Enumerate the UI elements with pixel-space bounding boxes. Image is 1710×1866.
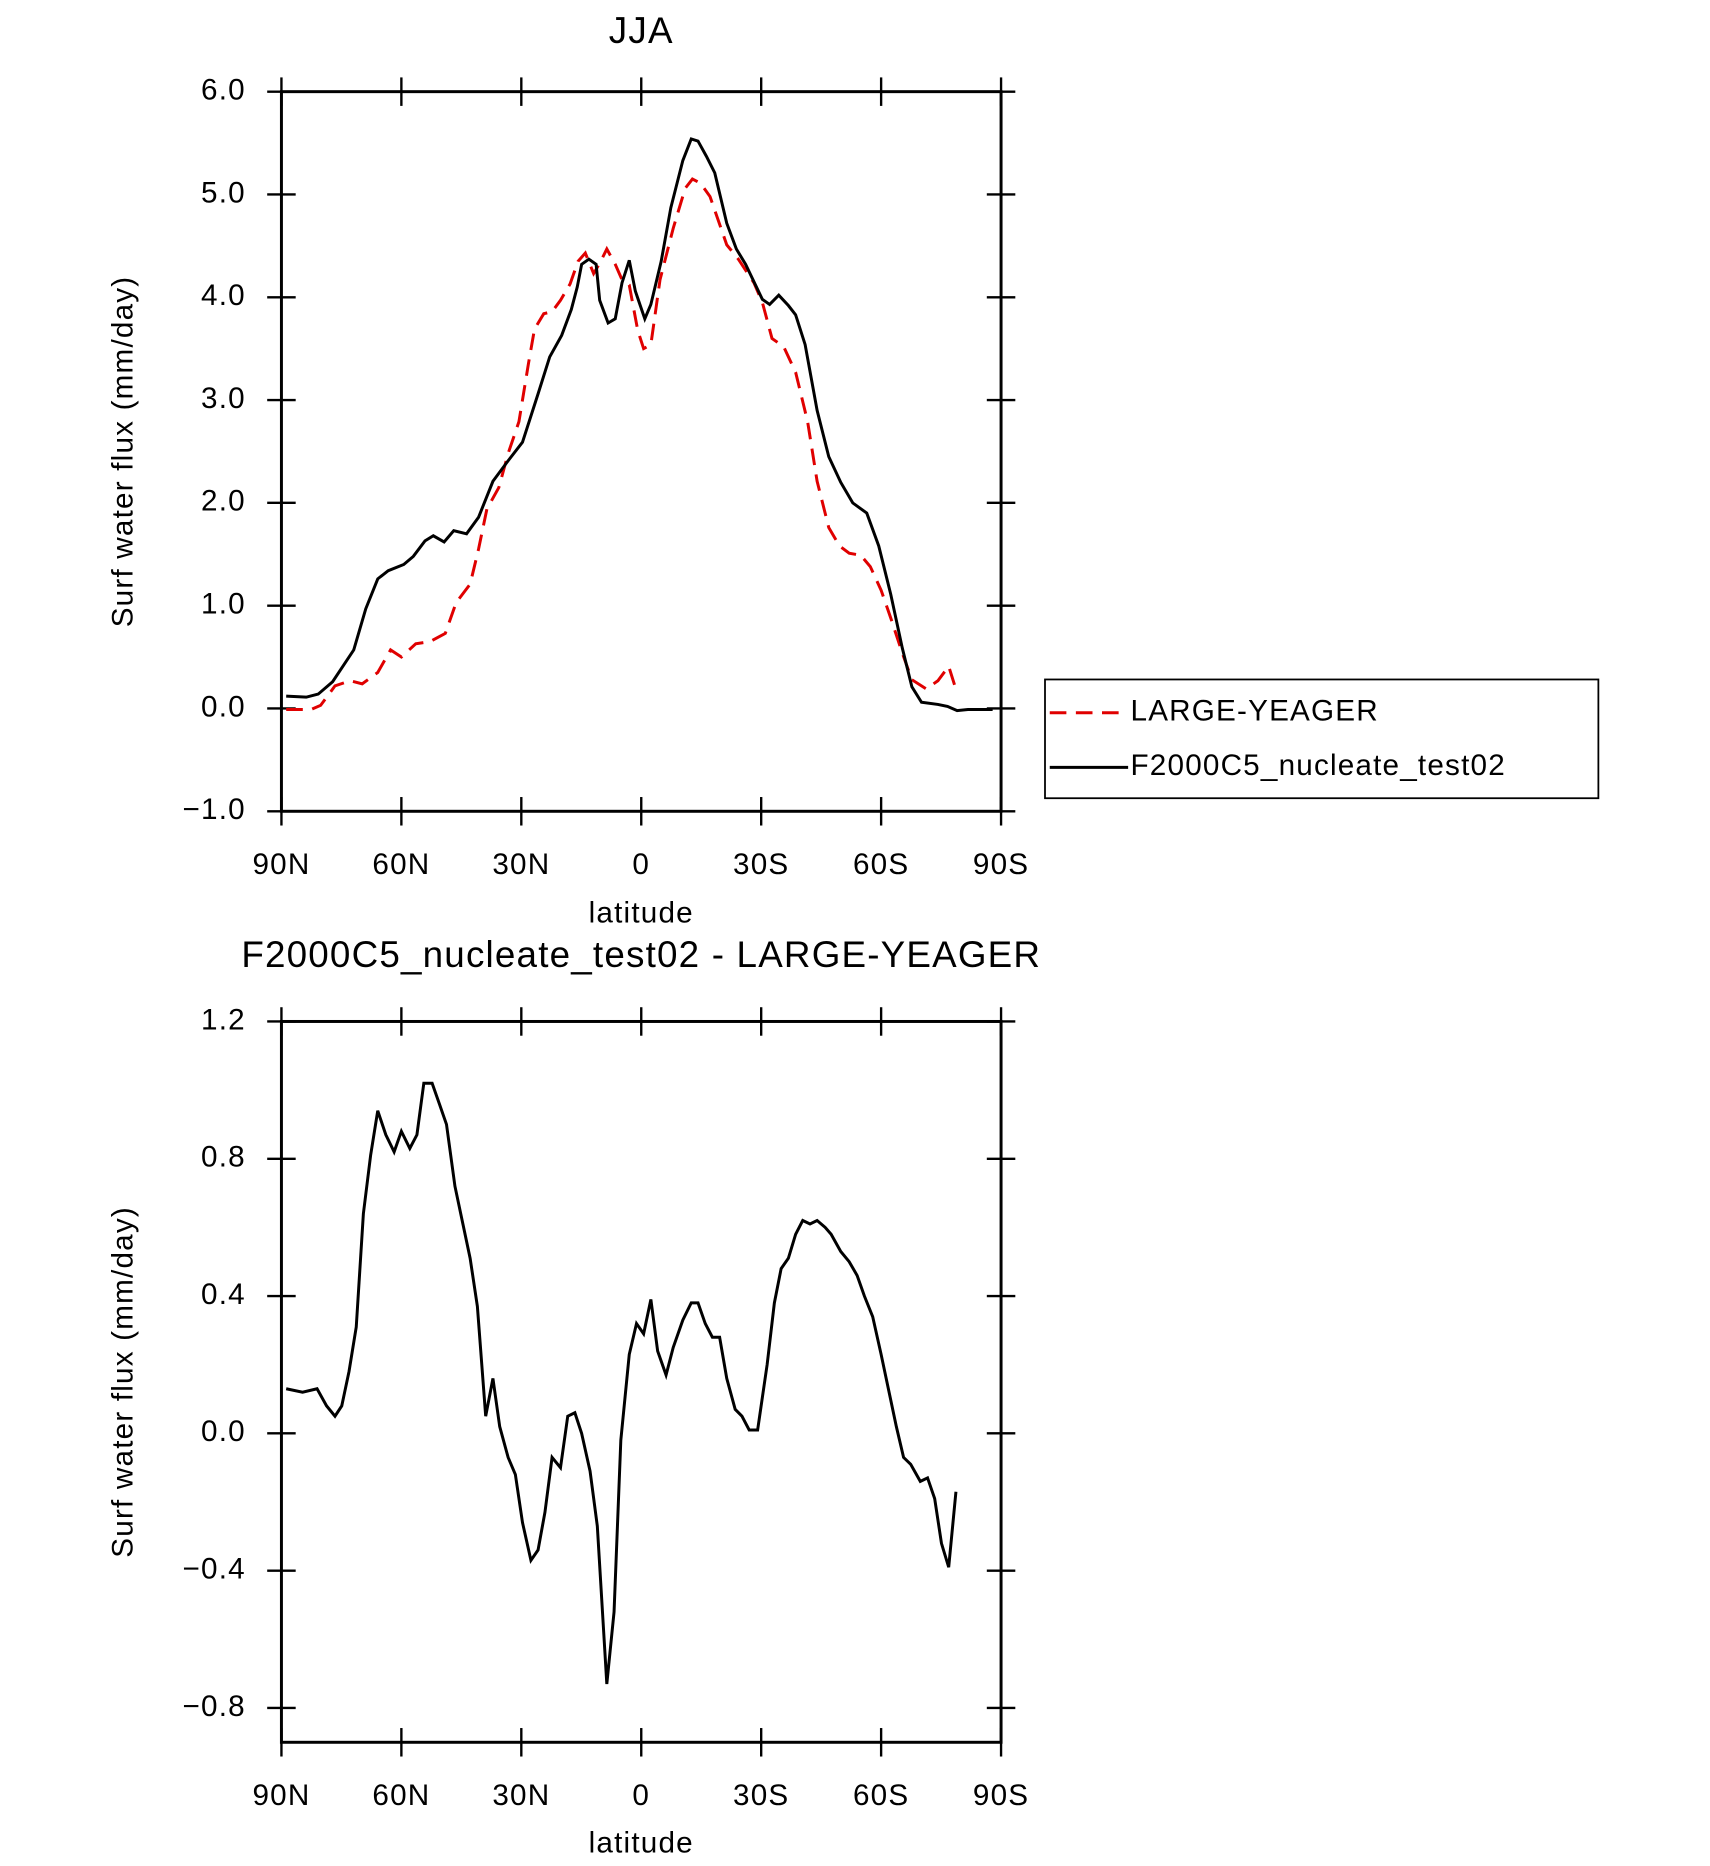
x-tick-label: 60N [372, 1779, 430, 1812]
legend-box [1044, 678, 1600, 800]
y-tick-label: 3.0 [201, 382, 246, 415]
x-tick-label: 90N [252, 1779, 310, 1812]
y-tick-label: 5.0 [201, 176, 246, 209]
plot-frame [279, 90, 1003, 813]
data-line [286, 177, 959, 711]
y-tick-label: 0.4 [201, 1278, 246, 1311]
x-tick-label: 0 [632, 848, 650, 881]
y-tick-label: 0.0 [201, 1415, 246, 1448]
y-tick-label: 0.0 [201, 690, 246, 723]
chart-title: JJA [609, 10, 674, 51]
y-tick-label: −1.0 [182, 793, 245, 826]
x-tick-label: 90S [973, 848, 1029, 881]
x-axis-label: latitude [589, 1826, 694, 1859]
y-tick-label: 6.0 [201, 74, 246, 107]
x-tick-label: 0 [632, 1779, 650, 1812]
y-tick-label: 0.8 [201, 1141, 246, 1174]
x-tick-label: 90S [973, 1779, 1029, 1812]
y-tick-label: 2.0 [201, 485, 246, 518]
y-tick-label: 1.0 [201, 588, 246, 621]
y-axis-label: Surf water flux (mm/day) [107, 1206, 140, 1558]
data-line [285, 1081, 958, 1685]
x-tick-label: 30S [733, 1779, 789, 1812]
x-tick-label: 30N [492, 848, 550, 881]
plot-frame [279, 1019, 1003, 1744]
x-axis-label: latitude [589, 896, 694, 929]
x-tick-label: 60S [853, 848, 909, 881]
data-line [286, 137, 993, 713]
legend-label: LARGE-YEAGER [1131, 695, 1379, 728]
x-tick-label: 30S [733, 848, 789, 881]
chart-title: F2000C5_nucleate_test02 - LARGE-YEAGER [241, 934, 1041, 975]
x-tick-label: 60N [372, 848, 430, 881]
x-tick-label: 30N [492, 1779, 550, 1812]
x-tick-label: 90N [252, 848, 310, 881]
legend-label: F2000C5_nucleate_test02 [1131, 749, 1506, 782]
y-tick-label: 1.2 [201, 1003, 246, 1036]
y-tick-label: −0.8 [182, 1690, 245, 1723]
y-tick-label: 4.0 [201, 279, 246, 312]
y-tick-label: −0.4 [182, 1553, 245, 1586]
y-axis-label: Surf water flux (mm/day) [107, 276, 140, 628]
x-tick-label: 60S [853, 1779, 909, 1812]
